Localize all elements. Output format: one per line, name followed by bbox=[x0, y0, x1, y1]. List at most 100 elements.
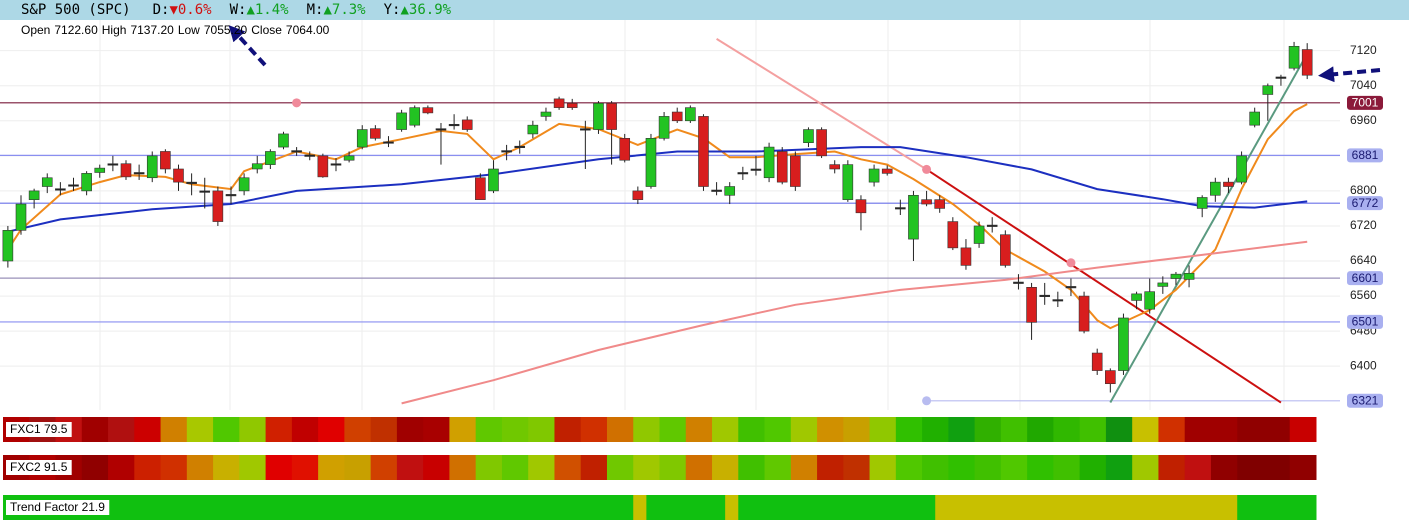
heat-cell bbox=[291, 417, 319, 442]
candle-body bbox=[1052, 299, 1064, 302]
level-label-box bbox=[1347, 95, 1383, 110]
candle-body bbox=[435, 128, 447, 131]
heat-cell bbox=[396, 455, 424, 480]
candle-body bbox=[1210, 181, 1221, 196]
heat-cell bbox=[817, 417, 844, 442]
candle-body bbox=[1157, 282, 1169, 287]
candle-body bbox=[2, 230, 14, 262]
candle-body bbox=[120, 163, 132, 178]
ohlc-value: 7055.20 bbox=[203, 23, 248, 37]
heat-cell bbox=[1237, 417, 1264, 442]
candle-body bbox=[173, 168, 184, 183]
heat-cell bbox=[186, 455, 214, 480]
candle-body bbox=[291, 150, 302, 153]
heat-cell bbox=[1053, 455, 1081, 480]
y-tick-label: 6400 bbox=[1350, 358, 1377, 372]
ohlc-label: Open bbox=[21, 23, 51, 37]
heat-cell bbox=[108, 455, 135, 480]
heat-cell bbox=[843, 417, 871, 442]
heat-cell bbox=[895, 455, 923, 480]
candle-body bbox=[448, 123, 460, 127]
y-tick-label: 6560 bbox=[1350, 288, 1377, 302]
candle-body bbox=[343, 155, 355, 161]
heat-cell bbox=[239, 417, 267, 442]
heat-cell bbox=[790, 417, 818, 442]
change-label: W: bbox=[229, 2, 247, 18]
candle-body bbox=[1301, 49, 1313, 76]
heat-cell bbox=[1237, 455, 1264, 480]
trend-line bbox=[1109, 53, 1309, 404]
pivot-dot bbox=[1066, 258, 1076, 268]
header-bar: S&P 500 (SPC) D:▼0.6% W:▲1.4% M:▲7.3% Y:▲36.… bbox=[0, 0, 1409, 20]
heat-cell bbox=[922, 417, 949, 442]
heat-cell bbox=[1053, 417, 1081, 442]
heat-cell bbox=[1105, 455, 1133, 480]
heat-cell bbox=[449, 455, 477, 480]
heat-cell bbox=[344, 455, 372, 480]
heat-cell bbox=[712, 417, 739, 442]
heat-cell bbox=[370, 417, 398, 442]
candle-body bbox=[1026, 287, 1037, 323]
candle-body bbox=[356, 129, 368, 148]
heat-cell bbox=[1158, 455, 1186, 480]
candle-body bbox=[304, 154, 316, 157]
trend-segment bbox=[1237, 495, 1317, 520]
candle-body bbox=[107, 163, 119, 166]
trend-line bbox=[926, 168, 1282, 404]
header-changes: D:▼0.6% W:▲1.4% M:▲7.3% Y:▲36.9% bbox=[153, 0, 469, 20]
levels-layer bbox=[0, 102, 1340, 402]
heat-cell bbox=[1000, 455, 1028, 480]
y-tick-label: 6960 bbox=[1350, 113, 1377, 127]
heat-cell bbox=[633, 455, 660, 480]
level-label: 7001 bbox=[1352, 95, 1379, 109]
candle-body bbox=[278, 133, 289, 148]
heat-cell bbox=[1079, 417, 1107, 442]
heat-cell bbox=[1263, 455, 1291, 480]
candle-body bbox=[186, 181, 197, 184]
heat-cell bbox=[213, 455, 240, 480]
trend-segment bbox=[738, 495, 936, 520]
candle-body bbox=[986, 224, 998, 227]
moving-average bbox=[401, 240, 1308, 405]
candle-body bbox=[816, 129, 827, 157]
candle-body bbox=[1288, 45, 1300, 69]
pivot-dot bbox=[922, 164, 932, 174]
heat-cell bbox=[1210, 455, 1238, 480]
candle-body bbox=[776, 151, 788, 183]
candle-body bbox=[527, 124, 539, 135]
heat-cell bbox=[265, 417, 293, 442]
heat-cell bbox=[922, 455, 949, 480]
y-tick-label: 6640 bbox=[1350, 253, 1377, 267]
plot-background bbox=[0, 20, 1409, 412]
candle-body bbox=[947, 221, 959, 249]
candle-body bbox=[698, 116, 709, 187]
heat-cell bbox=[160, 417, 188, 442]
heat-cell bbox=[134, 455, 162, 480]
heat-cell bbox=[265, 455, 293, 480]
strip-label-box bbox=[6, 460, 72, 475]
candle-body bbox=[553, 98, 565, 108]
strip-label: Trend Factor 21.9 bbox=[10, 500, 105, 514]
candle-body bbox=[1039, 294, 1051, 297]
candle-body bbox=[514, 145, 526, 149]
candle-body bbox=[1000, 234, 1011, 266]
candle-body bbox=[960, 247, 972, 266]
candle-body bbox=[645, 138, 657, 187]
candle-body bbox=[1262, 85, 1274, 95]
candle-body bbox=[225, 194, 237, 197]
heat-cell bbox=[974, 455, 1002, 480]
candle-body bbox=[1131, 293, 1142, 301]
heat-cell bbox=[528, 417, 555, 442]
candle-body bbox=[383, 141, 394, 144]
candle-body bbox=[842, 164, 854, 200]
candle-body bbox=[973, 225, 985, 244]
change-label: Y: bbox=[383, 2, 401, 18]
candle-body bbox=[632, 190, 644, 200]
level-label-box bbox=[1347, 314, 1383, 329]
heat-cell bbox=[134, 417, 162, 442]
heat-cell bbox=[843, 455, 871, 480]
trend-segment bbox=[646, 495, 726, 520]
level-label-box bbox=[1347, 271, 1383, 286]
candle-body bbox=[396, 112, 407, 130]
